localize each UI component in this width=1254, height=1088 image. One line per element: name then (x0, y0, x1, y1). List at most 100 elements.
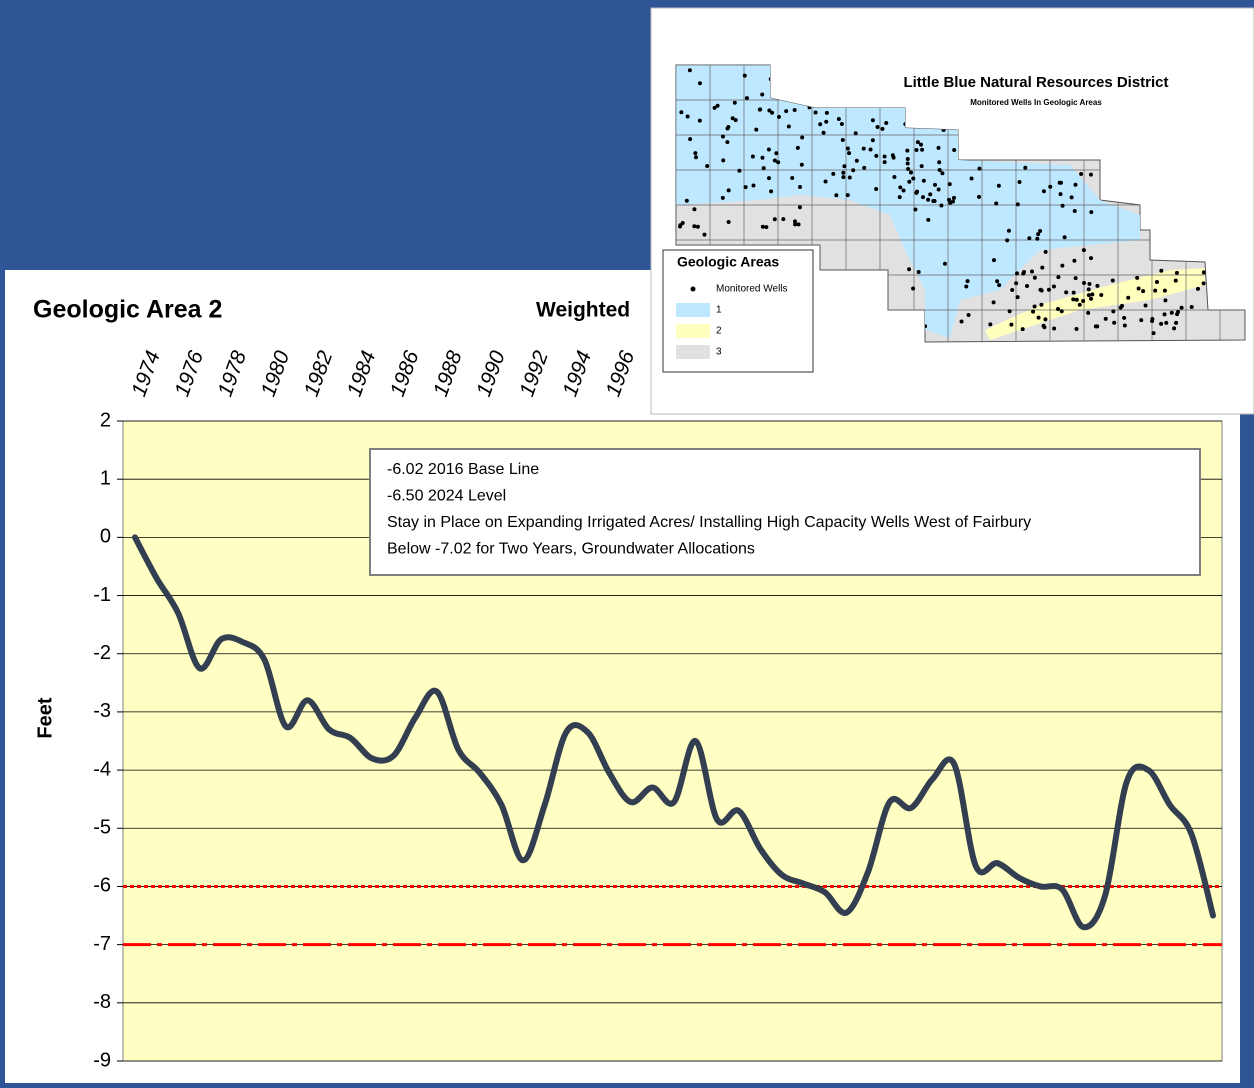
district-area-2 (985, 268, 1205, 340)
well-dot (1151, 331, 1156, 336)
well-dot (751, 183, 756, 188)
well-dot (1040, 265, 1045, 270)
well-dot (1043, 249, 1048, 254)
well-dots (678, 68, 1206, 336)
well-dot (1079, 171, 1084, 176)
well-dot (1162, 312, 1167, 317)
well-dot (1064, 290, 1069, 295)
well-dot (870, 118, 875, 123)
map-inset: Little Blue Natural Resources District M… (650, 7, 1254, 415)
well-dot (1069, 195, 1074, 200)
well-dot (932, 199, 937, 204)
well-dot (842, 164, 847, 169)
well-dot (839, 122, 844, 127)
well-dot (692, 207, 697, 212)
legend-label: 1 (716, 305, 722, 316)
well-dot (799, 162, 804, 167)
well-dot (937, 168, 942, 173)
data-line (132, 534, 1216, 931)
well-dot (1081, 248, 1086, 253)
legend-label: 2 (716, 326, 722, 337)
well-dot (792, 219, 797, 224)
well-dot (705, 163, 710, 168)
well-dot (1077, 302, 1082, 307)
well-dot (790, 175, 795, 180)
well-dot (1110, 278, 1115, 283)
well-dot (908, 170, 913, 175)
well-dot (1154, 280, 1159, 285)
well-dot (1015, 202, 1020, 207)
well-dot (1153, 288, 1158, 293)
well-dot (1072, 208, 1077, 213)
well-dot (1093, 324, 1098, 329)
well-dot (907, 179, 912, 184)
well-dot (1082, 280, 1087, 285)
well-dot (947, 197, 952, 202)
well-dot (764, 225, 769, 230)
well-dot (836, 117, 841, 122)
well-dot (1136, 286, 1141, 291)
well-dot (1043, 317, 1048, 322)
well-dot (1071, 297, 1076, 302)
well-dot (952, 148, 957, 153)
well-dot (766, 147, 771, 152)
well-dot (1099, 292, 1104, 297)
well-dot (1025, 283, 1030, 288)
well-dot (1014, 271, 1019, 276)
well-dot (776, 114, 781, 119)
well-dot (1009, 322, 1014, 327)
well-dot (906, 166, 911, 171)
well-dot (1007, 309, 1012, 314)
well-dot (1031, 309, 1036, 314)
well-dot (733, 118, 738, 123)
well-dot (754, 127, 759, 132)
well-dot (905, 156, 910, 161)
well-dot (1088, 172, 1093, 177)
y-tick-label: -9 (93, 1049, 111, 1071)
well-dot (824, 110, 829, 115)
well-dot (796, 222, 801, 227)
well-dot (823, 179, 828, 184)
well-dot (797, 205, 802, 210)
well-dot (1074, 327, 1079, 332)
well-dot (996, 183, 1001, 188)
well-dot (977, 194, 982, 199)
well-dot (1087, 281, 1092, 286)
y-axis-label: Feet (34, 697, 56, 738)
well-dot (680, 221, 685, 226)
well-dot (977, 166, 982, 171)
well-dot (862, 165, 867, 170)
well-dot (854, 158, 859, 163)
well-dot (758, 107, 763, 112)
well-dot (1089, 296, 1094, 301)
legend-dot (690, 286, 696, 292)
y-tick-label: -2 (93, 642, 111, 664)
well-dot (1023, 165, 1028, 170)
well-dot (861, 146, 866, 151)
well-dot (1060, 263, 1065, 268)
well-dot (760, 92, 765, 97)
well-dot (784, 109, 789, 114)
annotation-line: Stay in Place on Expanding Irrigated Acr… (387, 514, 1031, 531)
well-dot (750, 154, 755, 159)
well-dot (1056, 275, 1061, 280)
well-dot (995, 279, 1000, 284)
well-dot (919, 142, 924, 147)
well-dot (907, 267, 912, 272)
well-dot (720, 195, 725, 200)
well-dot (1103, 316, 1108, 321)
well-dot (800, 135, 805, 140)
y-tick-label: -1 (93, 584, 111, 606)
well-dot (772, 158, 777, 163)
well-dot (1143, 303, 1148, 308)
well-dot (1032, 304, 1037, 309)
well-dot (1038, 228, 1043, 233)
map-legend-entries: Monitored Wells 1 2 3 (676, 284, 788, 359)
well-dot (725, 126, 730, 131)
well-dot (1005, 238, 1010, 243)
well-dot (712, 105, 717, 110)
well-dot (874, 186, 879, 191)
well-dot (1027, 236, 1032, 241)
well-dot (847, 175, 852, 180)
